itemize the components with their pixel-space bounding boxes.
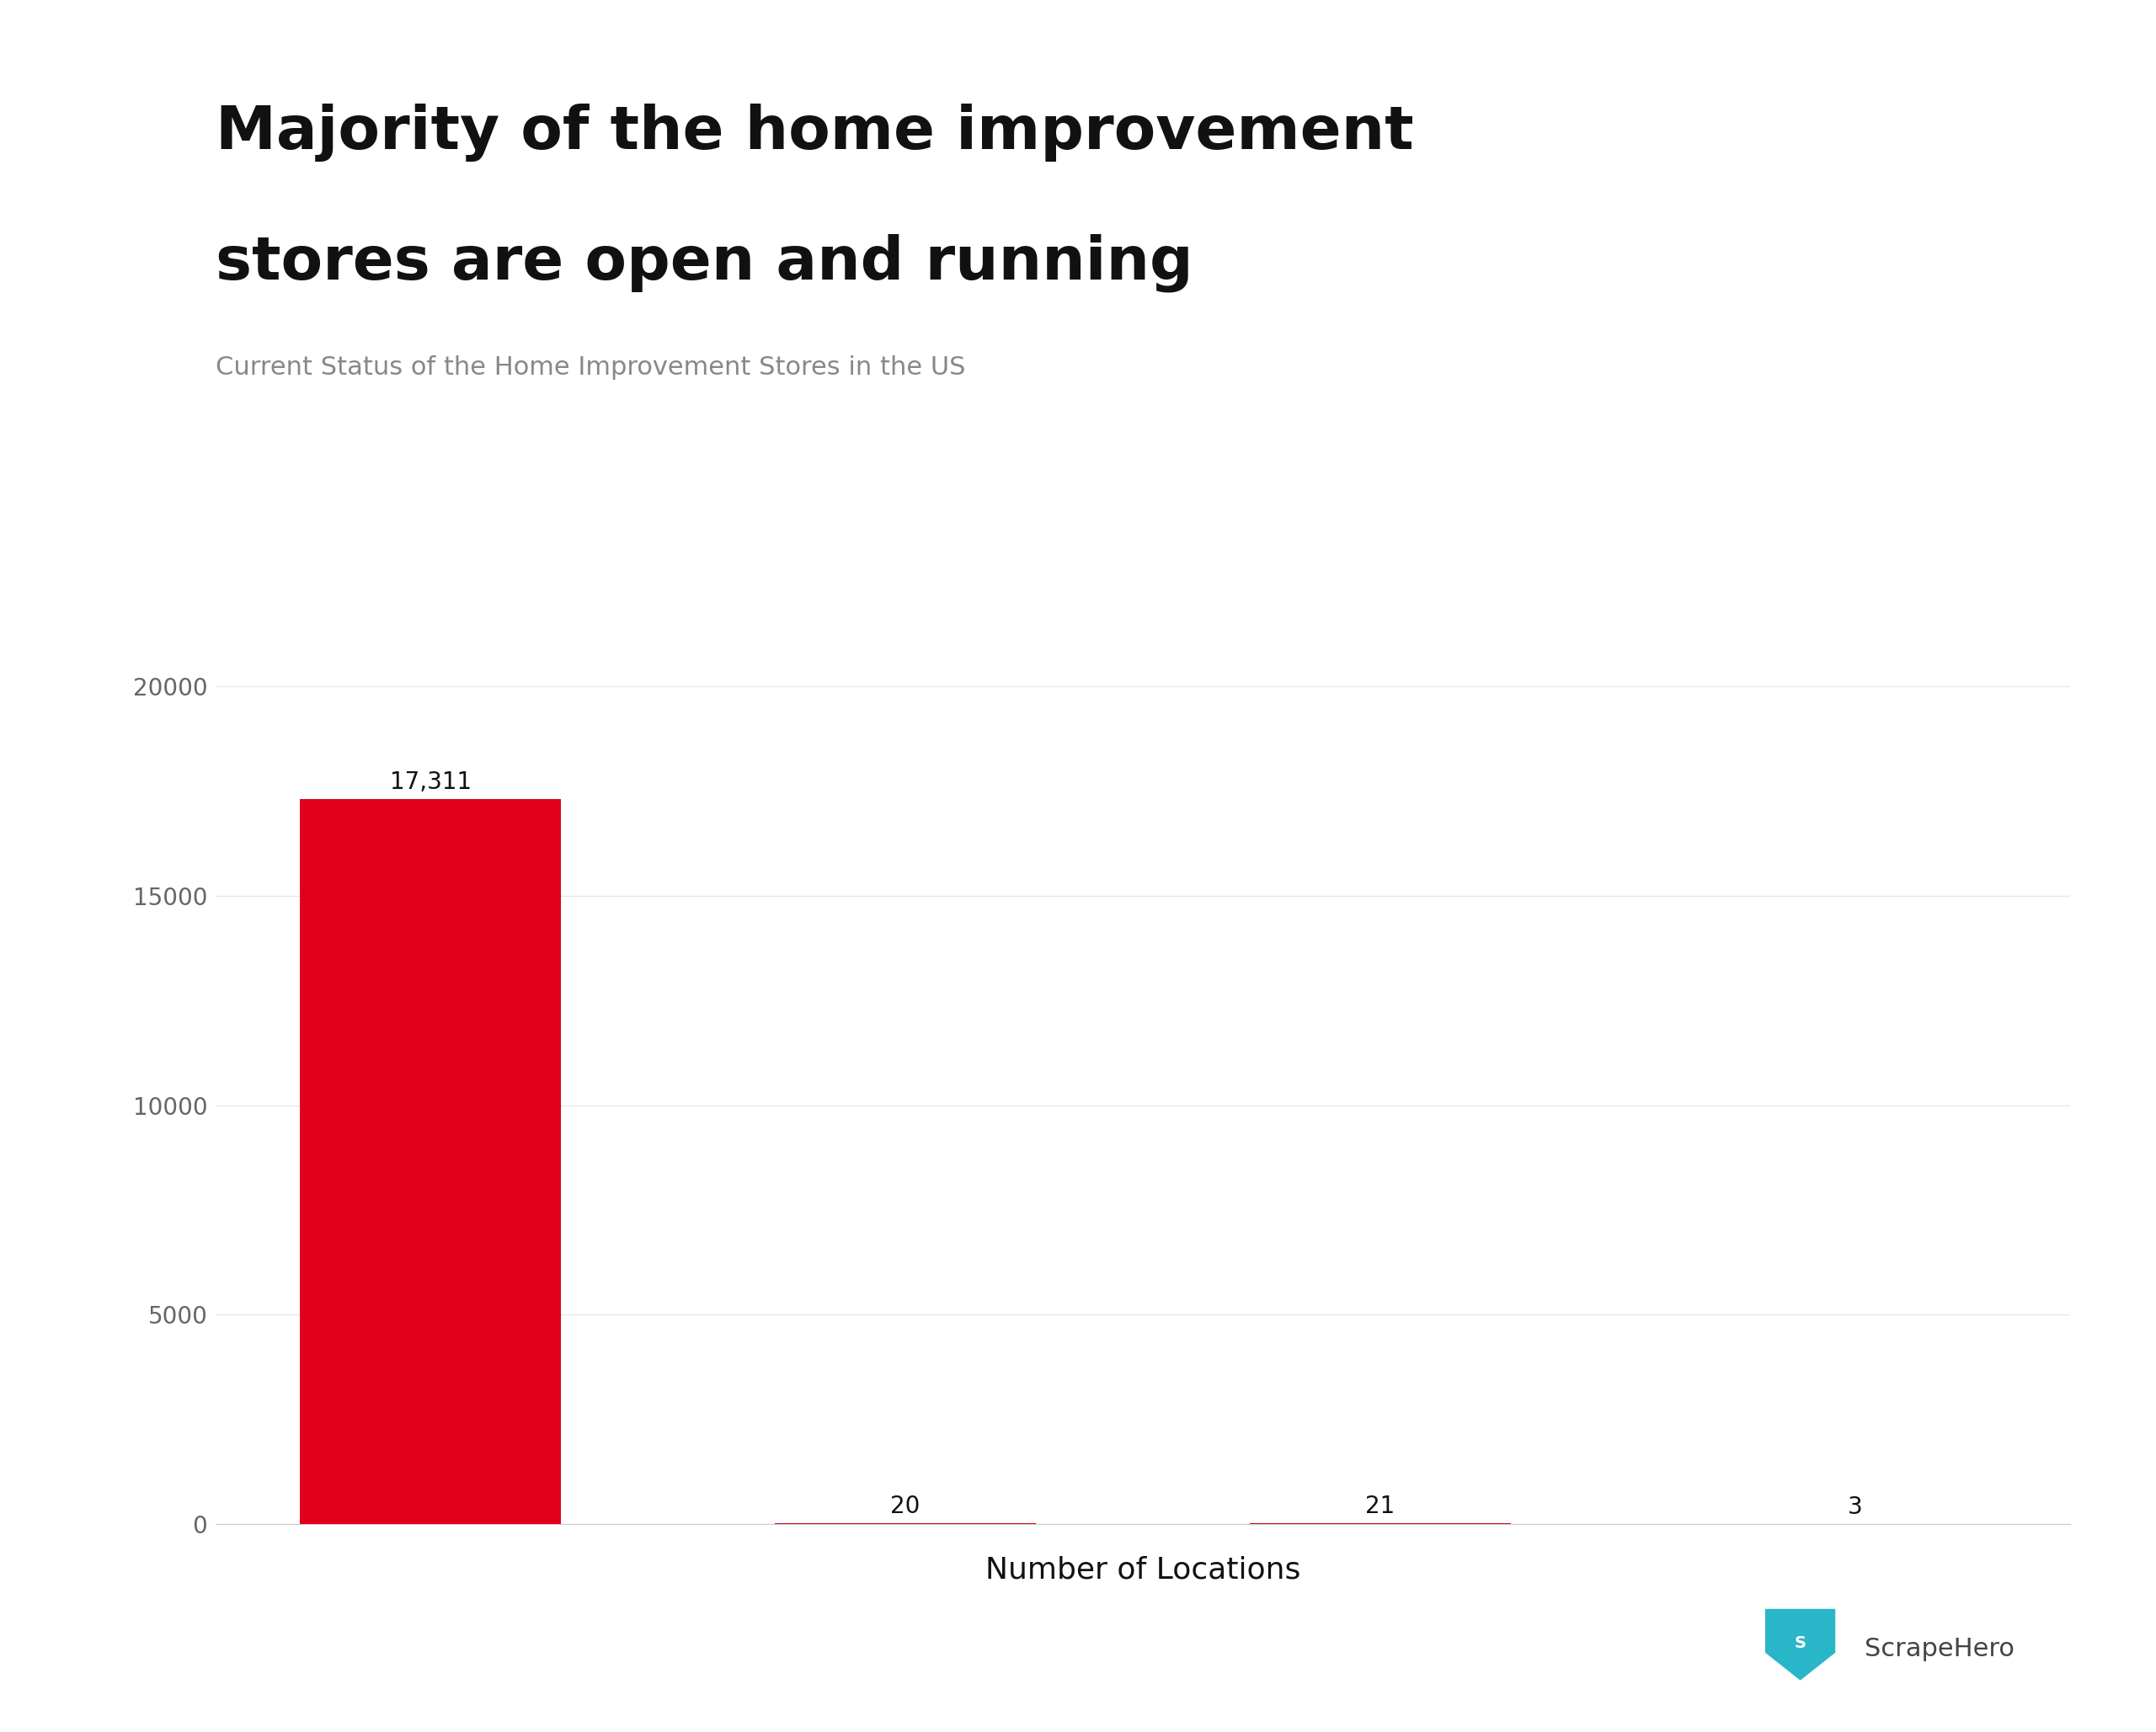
Text: Majority of the home improvement: Majority of the home improvement — [216, 104, 1414, 163]
X-axis label: Number of Locations: Number of Locations — [985, 1555, 1300, 1585]
Text: ScrapeHero: ScrapeHero — [1865, 1637, 2014, 1661]
Text: 17,311: 17,311 — [390, 771, 472, 793]
Text: stores are open and running: stores are open and running — [216, 234, 1192, 293]
Text: Current Status of the Home Improvement Stores in the US: Current Status of the Home Improvement S… — [216, 355, 966, 379]
Text: 20: 20 — [890, 1495, 921, 1519]
Text: S: S — [1794, 1635, 1807, 1651]
Bar — [300, 798, 561, 1524]
Text: 3: 3 — [1848, 1495, 1863, 1519]
Text: 21: 21 — [1365, 1495, 1395, 1519]
Polygon shape — [1766, 1609, 1835, 1680]
